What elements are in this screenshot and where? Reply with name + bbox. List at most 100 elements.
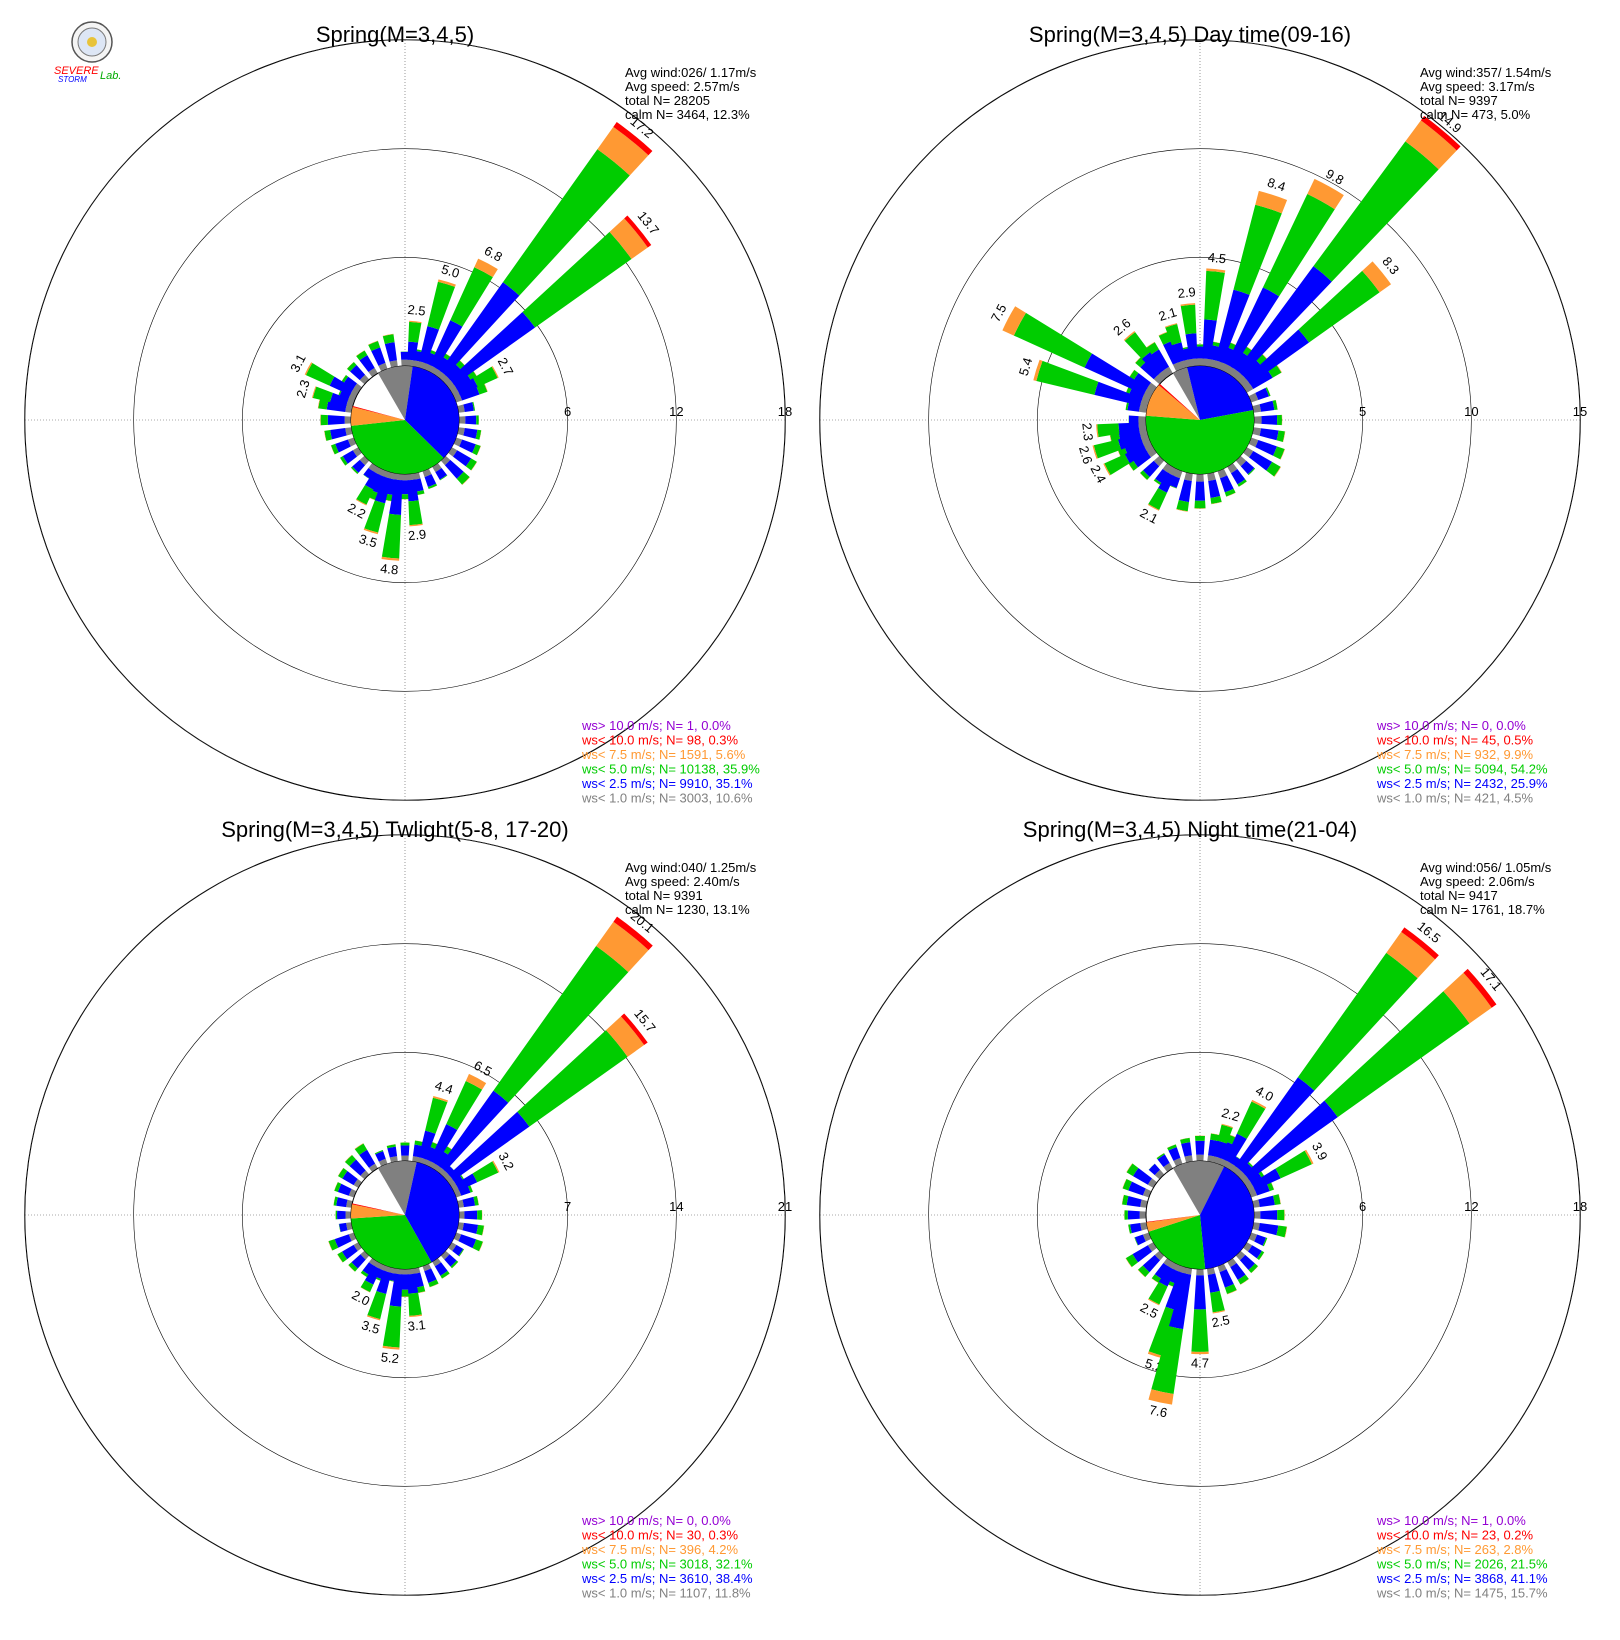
rose-bar-segment (324, 430, 332, 441)
bar-value-label: 2.1 (1138, 505, 1161, 527)
rose-bar-segment (1122, 1178, 1127, 1189)
rose-bar-segment (342, 1171, 358, 1186)
calm-pie-slice (378, 366, 413, 420)
rose-bar-segment (1260, 1210, 1278, 1220)
rose-bar-segment (1240, 460, 1255, 475)
rose-bar-segment (424, 1268, 437, 1283)
rose-bar-segment (1217, 1124, 1233, 1144)
rose-bar-segment (472, 1161, 499, 1183)
rose-bar-segment (472, 401, 476, 411)
ring-tick-label: 6 (1359, 1199, 1366, 1214)
rose-bar-segment (452, 450, 472, 467)
rose-bar-segment (387, 1146, 398, 1158)
rose-bar-segment (1196, 473, 1204, 482)
rose-bar-segment (1140, 360, 1160, 380)
rose-bar-segment (1143, 460, 1160, 477)
ring-tick-label: 21 (778, 1199, 792, 1214)
rose-bar-segment (1154, 1262, 1170, 1280)
stats-line: Avg speed: 3.17m/s (1420, 79, 1535, 94)
rose-bar-segment (428, 1279, 439, 1288)
rose-bar-segment (458, 1184, 471, 1196)
rose-bar-segment (1171, 342, 1186, 363)
rose-bar-segment (1138, 1265, 1150, 1277)
rose-bar-segment (483, 381, 488, 392)
rose-bar-segment (1154, 1250, 1165, 1261)
rose-bar-segment (400, 494, 410, 500)
rose-bar-segment (1196, 1268, 1204, 1276)
rose-bar-segment (1104, 454, 1130, 476)
rose-bar-segment (346, 1222, 353, 1231)
windrose-panel-2: 5 10 1514.99.88.48.34.52.92.12.67.55.42.32… (819, 22, 1587, 806)
rose-bar-segment (1118, 434, 1143, 450)
rose-bar-segment (353, 1242, 363, 1252)
calm-pie-slice (1200, 1166, 1254, 1269)
rose-bar-segment (1181, 1142, 1192, 1157)
rose-bar-segment (1275, 1150, 1312, 1179)
rose-bar-segment (1196, 358, 1204, 367)
rose-bar-segment (469, 1183, 473, 1192)
rose-bar-segment (1210, 1133, 1222, 1136)
rose-bar-segment (1148, 488, 1168, 510)
rose-bar-segment (1251, 1168, 1281, 1191)
rose-bar-segment (1239, 1254, 1255, 1270)
legend-entry: ws< 5.0 m/s; N= 2026, 21.5% (1376, 1557, 1548, 1572)
stats-line: total N= 9397 (1420, 93, 1498, 108)
rose-bar-segment (381, 556, 400, 561)
rose-bar-segment (462, 1196, 476, 1208)
bar-value-label: 2.2 (345, 500, 368, 522)
rose-bar-segment (1138, 416, 1147, 424)
rose-bar-segment (409, 1314, 423, 1318)
rose-bar-segment (465, 415, 477, 425)
rose-bar-segment (365, 471, 381, 490)
legend-entry: ws< 2.5 m/s; N= 2432, 25.9% (1376, 776, 1548, 791)
rose-bar-segment (1148, 1389, 1174, 1405)
rose-bar-segment (1213, 1140, 1227, 1159)
rose-bar-segment (1248, 392, 1259, 403)
rose-bar-segment (473, 401, 476, 411)
rose-bar-segment (476, 1195, 479, 1206)
ring-tick-label: 15 (1573, 404, 1587, 419)
rose-bar-segment (1233, 204, 1282, 295)
rose-bar-segment (334, 1182, 342, 1193)
bar-value-label: 2.4 (1088, 463, 1110, 486)
bar-value-label: 7.6 (1148, 1402, 1169, 1420)
bar-value-label: 3.5 (360, 1317, 382, 1337)
rose-bar-segment (1253, 1211, 1261, 1219)
rose-bar-segment (1313, 141, 1439, 282)
rose-bar-segment (1128, 369, 1135, 379)
rose-bar-segment (1195, 344, 1205, 347)
bar-value-label: 9.8 (1323, 166, 1346, 188)
legend-entry: ws> 10.0 m/s; N= 1, 0.0% (1376, 1513, 1526, 1528)
bar-value-label: 5.0 (440, 261, 462, 281)
rose-bar-segment (407, 359, 416, 367)
rose-bar-segment (1246, 1160, 1255, 1169)
rose-bar-segment (399, 1296, 411, 1297)
bar-value-label: 4.7 (1191, 1356, 1209, 1371)
rose-bar-segment (311, 386, 317, 399)
rose-bar-segment (1127, 1210, 1140, 1220)
rose-bar-segment (1202, 358, 1211, 367)
rose-bar-segment (1256, 1250, 1265, 1261)
bar-value-label: 3.9 (1309, 1140, 1331, 1163)
rose-bar-segment (1247, 1171, 1263, 1185)
rose-bar-segment (1239, 1162, 1253, 1176)
rose-bar-segment (1134, 1237, 1139, 1246)
rose-bar-segment (1230, 1262, 1246, 1280)
chart-title: Spring(M=3,4,5) Day time(09-16) (1029, 22, 1351, 47)
rose-bar-segment (1183, 1267, 1193, 1275)
rose-bar-segment (345, 1211, 352, 1219)
rose-bar-segment (1126, 1163, 1139, 1177)
rose-bar-segment (1196, 1154, 1204, 1162)
rose-bar-segment (458, 1234, 477, 1249)
rose-bar-segment (502, 149, 630, 296)
rose-bar-segment (1277, 1209, 1285, 1221)
rose-bar-segment (1273, 1194, 1281, 1205)
rose-bar-segment (368, 1163, 378, 1173)
rose-bar-segment (1125, 385, 1130, 395)
rose-bar-segment (1274, 466, 1281, 477)
rose-bar-segment (605, 1016, 645, 1057)
rose-bar-segment (1247, 467, 1256, 476)
rose-bar-segment (1202, 319, 1217, 360)
rose-bar-segment (408, 500, 423, 526)
rose-bar-segment (428, 485, 438, 490)
